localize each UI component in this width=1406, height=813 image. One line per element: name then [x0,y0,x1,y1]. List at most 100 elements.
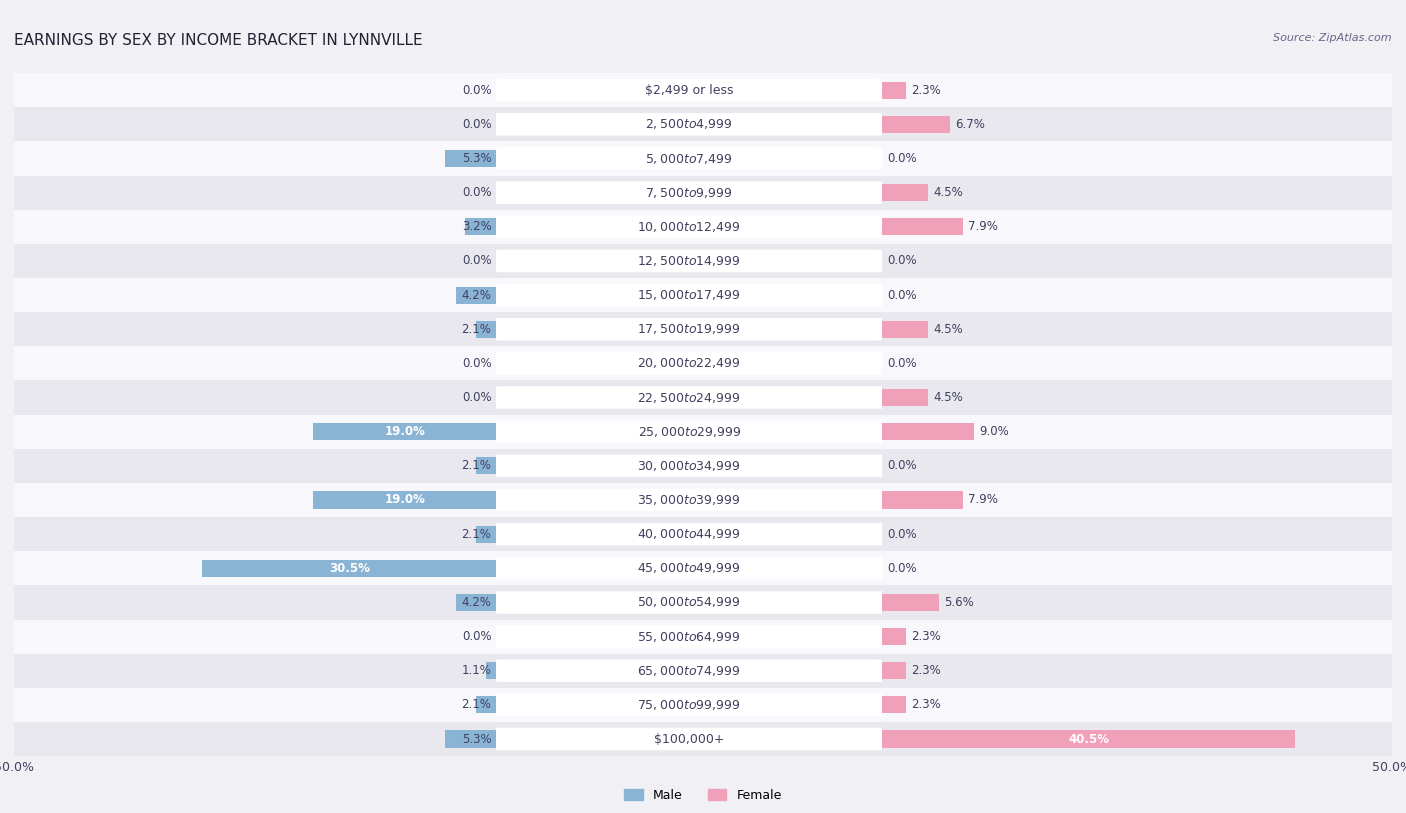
Bar [0,551,1406,585]
Bar [0,688,1406,722]
Bar [0,107,1406,141]
Bar [882,219,963,236]
Bar [0,449,1406,483]
Bar [0,722,1406,756]
Text: 0.0%: 0.0% [887,562,917,575]
Text: 0.0%: 0.0% [461,118,492,131]
Text: $50,000 to $54,999: $50,000 to $54,999 [637,595,741,610]
Bar [0,551,1406,585]
Bar [0,312,1406,346]
Bar [0,176,1406,210]
FancyBboxPatch shape [485,625,894,648]
Bar [0,312,1406,346]
Bar [0,415,1406,449]
Bar [882,491,963,509]
Bar [0,278,1406,312]
Text: 3.2%: 3.2% [461,220,492,233]
Bar [485,662,496,680]
Bar [882,389,928,406]
Legend: Male, Female: Male, Female [619,784,787,806]
Bar [0,585,1406,620]
Text: 0.0%: 0.0% [461,186,492,199]
Text: 2.3%: 2.3% [911,630,941,643]
Bar [0,620,1406,654]
Text: 2.3%: 2.3% [911,84,941,97]
Text: EARNINGS BY SEX BY INCOME BRACKET IN LYNNVILLE: EARNINGS BY SEX BY INCOME BRACKET IN LYN… [14,33,423,47]
Text: 7.9%: 7.9% [967,220,998,233]
Text: 4.2%: 4.2% [461,289,492,302]
Text: 0.0%: 0.0% [887,254,917,267]
Text: 9.0%: 9.0% [979,425,1008,438]
FancyBboxPatch shape [485,181,894,204]
FancyBboxPatch shape [485,420,894,443]
Bar [0,449,1406,483]
Bar [882,185,928,202]
FancyBboxPatch shape [485,659,894,682]
Text: 2.3%: 2.3% [911,664,941,677]
Text: $5,000 to $7,499: $5,000 to $7,499 [645,151,733,166]
Text: 0.0%: 0.0% [461,84,492,97]
Bar [0,551,1406,585]
Bar [0,210,1406,244]
FancyBboxPatch shape [485,352,894,375]
Bar [0,654,1406,688]
FancyBboxPatch shape [485,318,894,341]
Bar [477,526,496,543]
Text: 0.0%: 0.0% [887,459,917,472]
Bar [0,278,1406,312]
Bar [882,731,1295,748]
Bar [477,457,496,475]
Text: 19.0%: 19.0% [384,493,425,506]
Text: $45,000 to $49,999: $45,000 to $49,999 [637,561,741,576]
Text: 0.0%: 0.0% [887,357,917,370]
Text: 6.7%: 6.7% [956,118,986,131]
FancyBboxPatch shape [485,147,894,170]
Bar [0,483,1406,517]
Text: $12,500 to $14,999: $12,500 to $14,999 [637,254,741,268]
Bar [0,141,1406,176]
Text: $15,000 to $17,499: $15,000 to $17,499 [637,288,741,302]
Bar [0,620,1406,654]
Bar [0,585,1406,620]
Bar [882,320,928,338]
Text: 0.0%: 0.0% [461,254,492,267]
Bar [0,210,1406,244]
FancyBboxPatch shape [485,284,894,307]
Bar [0,73,1406,107]
Bar [477,696,496,714]
FancyBboxPatch shape [485,454,894,477]
Bar [0,312,1406,346]
Text: 4.5%: 4.5% [934,391,963,404]
Bar [0,415,1406,449]
Bar [0,483,1406,517]
Bar [0,517,1406,551]
Text: $22,500 to $24,999: $22,500 to $24,999 [637,390,741,405]
Bar [465,219,496,236]
Bar [882,662,905,680]
Bar [202,560,496,577]
Text: $7,500 to $9,999: $7,500 to $9,999 [645,185,733,200]
Bar [0,620,1406,654]
Bar [446,731,496,748]
Bar [0,517,1406,551]
Text: $2,499 or less: $2,499 or less [645,84,734,97]
Text: 0.0%: 0.0% [461,357,492,370]
FancyBboxPatch shape [485,386,894,409]
Text: 30.5%: 30.5% [329,562,370,575]
Text: $35,000 to $39,999: $35,000 to $39,999 [637,493,741,507]
Bar [0,141,1406,176]
Bar [0,415,1406,449]
Text: 4.5%: 4.5% [934,323,963,336]
Text: 0.0%: 0.0% [887,289,917,302]
Bar [456,287,496,304]
Bar [0,346,1406,380]
Text: 5.3%: 5.3% [461,733,492,746]
Bar [882,82,905,98]
Bar [456,593,496,611]
FancyBboxPatch shape [485,557,894,580]
Text: 19.0%: 19.0% [384,425,425,438]
Bar [0,141,1406,176]
Text: 1.1%: 1.1% [461,664,492,677]
Bar [0,176,1406,210]
Bar [314,491,496,509]
